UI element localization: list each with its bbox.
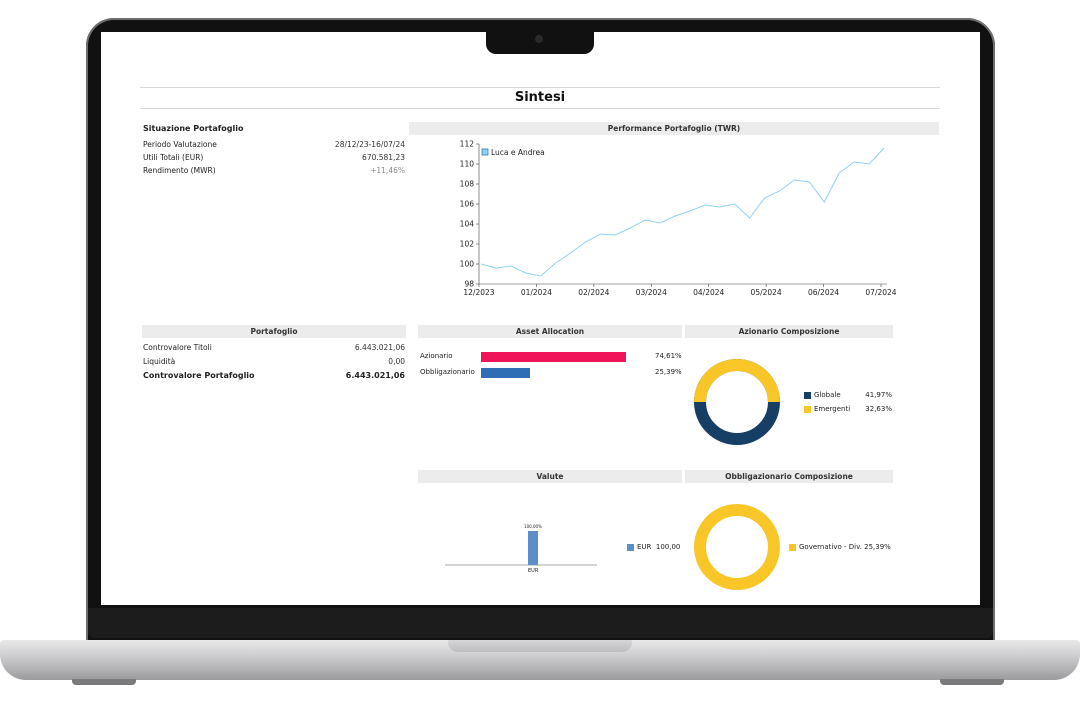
- legend-swatch: [627, 543, 634, 551]
- y-tick-label: 102: [460, 240, 475, 249]
- laptop-chin: [88, 608, 993, 638]
- y-tick-label: 108: [460, 180, 475, 189]
- asset-bar-azionario: [481, 352, 626, 362]
- legend-label: EUR: [637, 543, 652, 551]
- legend-globale: Globale 41,97%: [804, 391, 892, 399]
- x-tick-label: 07/2024: [865, 288, 896, 297]
- valute-heading: Valute: [418, 470, 682, 483]
- x-tick-label: 06/2024: [808, 288, 839, 297]
- valute-legend: EUR 100,00: [627, 543, 680, 551]
- portafoglio-row: Controvalore Titoli 6.443.021,06: [143, 343, 405, 352]
- legend-label: Emergenti: [814, 405, 851, 413]
- obbligazionario-donut: [694, 504, 780, 590]
- legend-value: 100,00: [655, 543, 681, 551]
- donut-slice-emergenti: [694, 359, 780, 403]
- x-tick-label: 05/2024: [751, 288, 782, 297]
- row-label: Rendimento (MWR): [143, 166, 216, 175]
- row-value: 0,00: [388, 357, 405, 366]
- asset-bar-obbligazionario: [481, 368, 531, 378]
- y-tick-label: 98: [464, 280, 474, 289]
- asset-label-obbligazionario: Obbligazionario: [420, 368, 475, 376]
- legend-value: 32,63%: [865, 405, 892, 413]
- x-tick-label: 03/2024: [636, 288, 667, 297]
- row-value: 670.581,23: [362, 153, 405, 162]
- asset-allocation-heading: Asset Allocation: [418, 325, 682, 338]
- y-tick-label: 112: [460, 140, 475, 149]
- x-tick-label: 01/2024: [521, 288, 552, 297]
- portafoglio-heading: Portafoglio: [142, 325, 406, 338]
- performance-chart: 98 100 102 104 106 108 110 112 12/2023 01/2024 02/…: [460, 140, 897, 298]
- asset-value-azionario: 74,61%: [655, 352, 682, 360]
- legend-swatch: [789, 543, 796, 551]
- row-value: 6.443.021,06: [354, 343, 405, 352]
- legend-governativo: Governativo - Div. 25,39%: [789, 543, 891, 551]
- azionario-donut: [694, 359, 780, 445]
- valute-bar-label: 100,00%: [524, 524, 542, 529]
- y-tick-label: 100: [460, 260, 475, 269]
- y-tick-label: 104: [460, 220, 475, 229]
- asset-value-obbligazionario: 25,39%: [655, 368, 682, 376]
- row-label: Utili Totali (EUR): [143, 153, 204, 162]
- legend-value: 25,39%: [864, 543, 891, 551]
- y-tick-label: 106: [460, 200, 475, 209]
- asset-label-azionario: Azionario: [420, 352, 453, 360]
- valute-chart: 100,00%: [445, 524, 597, 566]
- donut-slice-governativo: [694, 504, 780, 590]
- situazione-row: Rendimento (MWR) +11,46%: [143, 166, 405, 175]
- legend-swatch: [804, 405, 811, 413]
- legend-value: 41,97%: [865, 391, 892, 399]
- row-label: Liquidità: [143, 357, 176, 366]
- row-label: Periodo Valutazione: [143, 140, 217, 149]
- x-tick-label: 04/2024: [693, 288, 724, 297]
- legend-label: Luca e Andrea: [491, 148, 545, 157]
- laptop-opening-groove: [448, 640, 632, 652]
- legend-swatch: [481, 148, 489, 156]
- row-label: Controvalore Titoli: [143, 343, 212, 352]
- camera-icon: [535, 35, 543, 43]
- performance-heading: Performance Portafoglio (TWR): [409, 122, 939, 135]
- azionario-heading: Azionario Composizione: [685, 325, 893, 338]
- portafoglio-total-row: Controvalore Portafoglio 6.443.021,06: [143, 371, 405, 380]
- laptop-foot-left: [72, 679, 136, 685]
- obbligazionario-heading: Obbligazionario Composizione: [685, 470, 893, 483]
- x-tick-label: 02/2024: [578, 288, 609, 297]
- row-value: 6.443.021,06: [345, 371, 405, 380]
- situazione-row: Periodo Valutazione 28/12/23-16/07/24: [143, 140, 405, 149]
- laptop-foot-right: [940, 679, 1004, 685]
- page-title: Sintesi: [140, 87, 940, 109]
- row-value: +11,46%: [370, 166, 405, 175]
- x-tick-label: 12/2023: [463, 288, 494, 297]
- legend-label: Globale: [814, 391, 841, 399]
- situazione-row: Utili Totali (EUR) 670.581,23: [143, 153, 405, 162]
- legend-swatch: [804, 391, 811, 399]
- series-line-luca-e-andrea: [480, 147, 885, 277]
- row-value: 28/12/23-16/07/24: [334, 140, 405, 149]
- portafoglio-row: Liquidità 0,00: [143, 357, 405, 366]
- camera-notch: [486, 32, 594, 54]
- row-label: Controvalore Portafoglio: [143, 371, 255, 380]
- legend-label: Governativo - Div.: [799, 543, 862, 551]
- screen: Sintesi Situazione Portafoglio Periodo V…: [101, 32, 980, 605]
- legend-emergenti: Emergenti 32,63%: [804, 405, 892, 413]
- situazione-heading: Situazione Portafoglio: [143, 124, 244, 133]
- y-tick-label: 110: [460, 160, 475, 169]
- valute-bar-eur: [528, 531, 538, 565]
- valute-category-label: EUR: [528, 568, 539, 574]
